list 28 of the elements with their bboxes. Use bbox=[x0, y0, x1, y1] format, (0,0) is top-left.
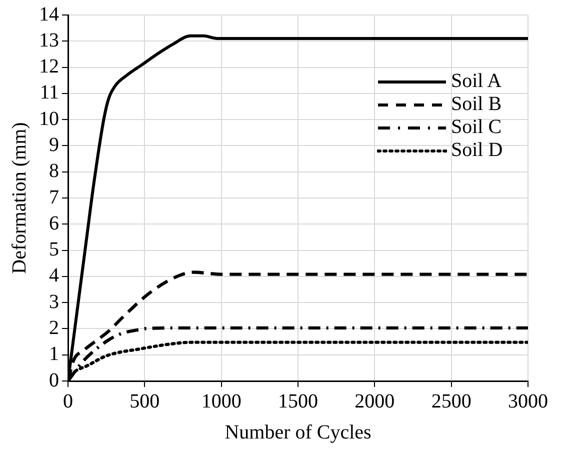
y-tick-label: 9 bbox=[49, 134, 59, 156]
legend-label: Soil C bbox=[451, 116, 502, 139]
y-tick-label: 3 bbox=[49, 290, 59, 313]
y-tick-label: 5 bbox=[49, 238, 59, 261]
y-tick-label: 14 bbox=[39, 3, 59, 26]
legend-label: Soil B bbox=[451, 93, 502, 116]
x-tick-label: 0 bbox=[63, 390, 73, 412]
y-tick-label: 1 bbox=[49, 343, 59, 366]
y-tick-label: 10 bbox=[39, 108, 59, 130]
x-tick-label: 1000 bbox=[201, 390, 242, 412]
x-axis-title: Number of Cycles bbox=[224, 421, 372, 444]
y-tick-label: 11 bbox=[40, 82, 59, 104]
x-tick-label: 3000 bbox=[508, 390, 548, 412]
y-tick-label: 7 bbox=[49, 186, 59, 208]
legend-label: Soil A bbox=[451, 70, 502, 93]
y-tick-label: 12 bbox=[39, 56, 59, 78]
y-tick-label: 6 bbox=[49, 212, 59, 234]
y-tick-label: 4 bbox=[49, 264, 59, 287]
x-tick-label: 2000 bbox=[354, 390, 395, 412]
legend-label: Soil D bbox=[451, 139, 503, 162]
y-axis-title: Deformation (mm) bbox=[8, 122, 30, 274]
y-tick-label: 13 bbox=[39, 29, 59, 52]
x-tick-label: 2500 bbox=[431, 390, 472, 412]
x-tick-label: 1500 bbox=[278, 390, 318, 412]
x-tick-label: 500 bbox=[130, 390, 160, 412]
y-tick-label: 8 bbox=[49, 160, 59, 182]
y-tick-label: 2 bbox=[49, 316, 59, 339]
y-tick-label: 0 bbox=[49, 369, 59, 392]
